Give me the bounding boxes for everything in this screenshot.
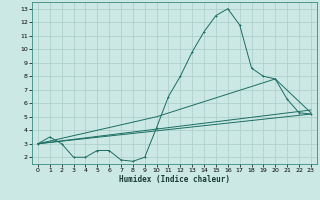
X-axis label: Humidex (Indice chaleur): Humidex (Indice chaleur) xyxy=(119,175,230,184)
